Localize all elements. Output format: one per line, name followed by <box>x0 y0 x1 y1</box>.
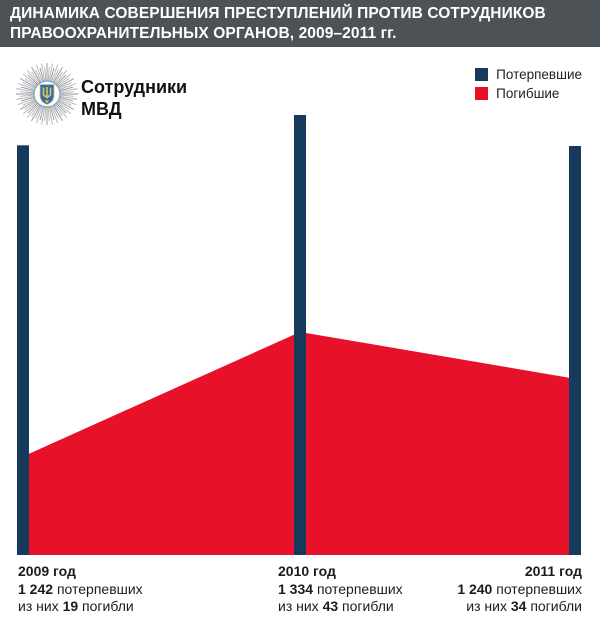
page-title-line2: ПРАВООХРАНИТЕЛЬНЫХ ОРГАНОВ, 2009–2011 гг… <box>10 24 397 42</box>
annotation-2010-victims: 1 334 потерпевших <box>278 580 403 597</box>
legend-item-deaths: Погибшие <box>475 86 582 101</box>
annotation-2009-deaths: из них 19 погибли <box>18 598 134 614</box>
annotation-2010-deaths: из них 43 погибли <box>278 598 394 614</box>
page-title-line1: ДИНАМИКА СОВЕРШЕНИЯ ПРЕСТУПЛЕНИЙ ПРОТИВ … <box>10 4 546 22</box>
annotation-2010-year: 2010 год <box>278 563 336 579</box>
logo-label-line1: Сотрудники <box>81 77 188 97</box>
page-title: ДИНАМИКА СОВЕРШЕНИЯ ПРЕСТУПЛЕНИЙ ПРОТИВ … <box>10 4 546 44</box>
mvd-badge-icon <box>14 61 80 127</box>
annotation-2011-victims: 1 240 потерпевших <box>457 580 582 597</box>
annotation-2009-year: 2009 год <box>18 563 76 579</box>
annotation-2010: 2010 год 1 334 потерпевших из них 43 пог… <box>278 563 403 616</box>
legend-label-victims: Потерпевшие <box>496 67 582 82</box>
annotation-2009: 2009 год 1 242 потерпевших из них 19 пог… <box>18 563 143 616</box>
annotation-2011: 2011 год 1 240 потерпевших из них 34 пог… <box>457 563 582 616</box>
legend-item-victims: Потерпевшие <box>475 67 582 82</box>
victims-bar-2010 <box>294 115 306 555</box>
title-bar: ДИНАМИКА СОВЕРШЕНИЯ ПРЕСТУПЛЕНИЙ ПРОТИВ … <box>0 0 600 47</box>
legend-label-deaths: Погибшие <box>496 86 560 101</box>
victims-swatch-icon <box>475 68 489 81</box>
logo-label-line2: МВД <box>81 99 122 119</box>
deaths-swatch-icon <box>475 87 489 100</box>
legend: Потерпевшие Погибшие <box>475 67 582 105</box>
annotation-2009-victims: 1 242 потерпевших <box>18 580 143 597</box>
logo-label: Сотрудники МВД <box>81 76 187 120</box>
victims-bar-2011 <box>569 146 581 555</box>
year-annotations: 2009 год 1 242 потерпевших из них 19 пог… <box>0 563 600 623</box>
victims-bar-2009 <box>17 145 29 556</box>
annotation-2011-year: 2011 год <box>524 563 582 579</box>
annotation-2011-deaths: из них 34 погибли <box>466 598 582 614</box>
